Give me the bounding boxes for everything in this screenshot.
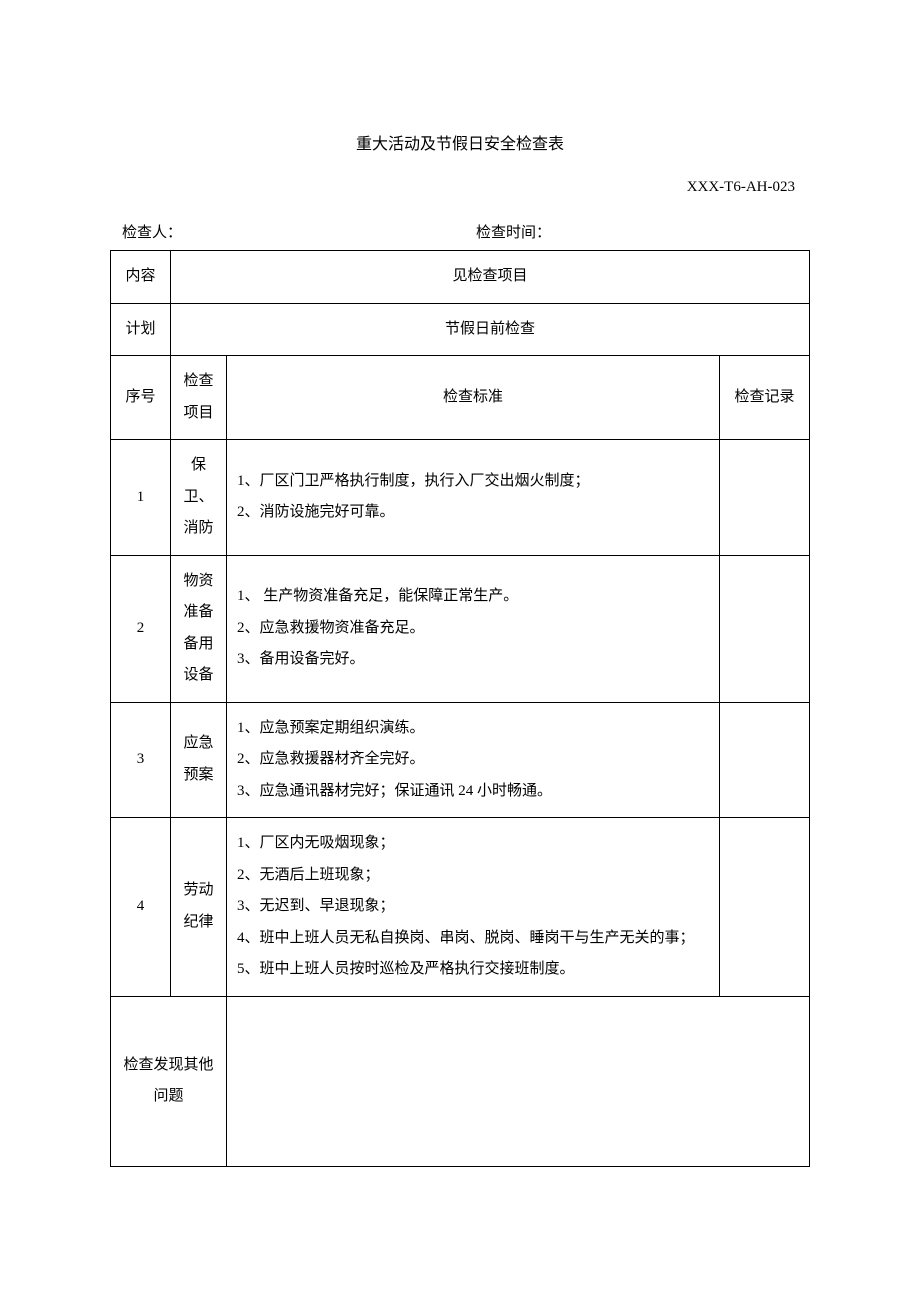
plan-value: 节假日前检查: [171, 303, 810, 356]
other-issues-value: [227, 996, 810, 1166]
table-row: 2 物资准备备用设备 1、 生产物资准备充足，能保障正常生产。2、应急救援物资准…: [111, 555, 810, 702]
standard-cell: 1、 生产物资准备充足，能保障正常生产。2、应急救援物资准备充足。3、备用设备完…: [227, 555, 720, 702]
header-row-content: 内容 见检查项目: [111, 251, 810, 304]
seq-cell: 1: [111, 440, 171, 556]
table-row: 1 保卫、消防 1、厂区门卫严格执行制度，执行入厂交出烟火制度；2、消防设施完好…: [111, 440, 810, 556]
document-title: 重大活动及节假日安全检查表: [110, 130, 810, 154]
standard-cell: 1、厂区内无吸烟现象；2、无酒后上班现象；3、无迟到、早退现象；4、班中上班人员…: [227, 818, 720, 997]
column-header-row: 序号 检查项目 检查标准 检查记录: [111, 356, 810, 440]
meta-row: 检查人： 检查时间：: [110, 221, 810, 242]
item-cell: 物资准备备用设备: [171, 555, 227, 702]
col-seq: 序号: [111, 356, 171, 440]
record-cell: [720, 440, 810, 556]
col-record: 检查记录: [720, 356, 810, 440]
plan-label: 计划: [111, 303, 171, 356]
other-issues-row: 检查发现其他问题: [111, 996, 810, 1166]
time-label: 检查时间：: [476, 225, 551, 241]
record-cell: [720, 702, 810, 818]
content-label: 内容: [111, 251, 171, 304]
col-standard: 检查标准: [227, 356, 720, 440]
meta-time: 检查时间：: [466, 221, 810, 242]
header-row-plan: 计划 节假日前检查: [111, 303, 810, 356]
table-row: 3 应急预案 1、应急预案定期组织演练。2、应急救援器材齐全完好。3、应急通讯器…: [111, 702, 810, 818]
standard-cell: 1、应急预案定期组织演练。2、应急救援器材齐全完好。3、应急通讯器材完好；保证通…: [227, 702, 720, 818]
table-row: 4 劳动纪律 1、厂区内无吸烟现象；2、无酒后上班现象；3、无迟到、早退现象；4…: [111, 818, 810, 997]
seq-cell: 3: [111, 702, 171, 818]
inspector-label: 检查人：: [122, 225, 182, 241]
item-cell: 劳动纪律: [171, 818, 227, 997]
col-item: 检查项目: [171, 356, 227, 440]
item-cell: 保卫、消防: [171, 440, 227, 556]
item-cell: 应急预案: [171, 702, 227, 818]
content-value: 见检查项目: [171, 251, 810, 304]
other-issues-label: 检查发现其他问题: [111, 996, 227, 1166]
seq-cell: 2: [111, 555, 171, 702]
document-code: XXX-T6-AH-023: [110, 179, 810, 196]
seq-cell: 4: [111, 818, 171, 997]
record-cell: [720, 555, 810, 702]
meta-inspector: 检查人：: [122, 221, 466, 242]
record-cell: [720, 818, 810, 997]
standard-cell: 1、厂区门卫严格执行制度，执行入厂交出烟火制度；2、消防设施完好可靠。: [227, 440, 720, 556]
inspection-table: 内容 见检查项目 计划 节假日前检查 序号 检查项目 检查标准 检查记录 1 保…: [110, 250, 810, 1167]
